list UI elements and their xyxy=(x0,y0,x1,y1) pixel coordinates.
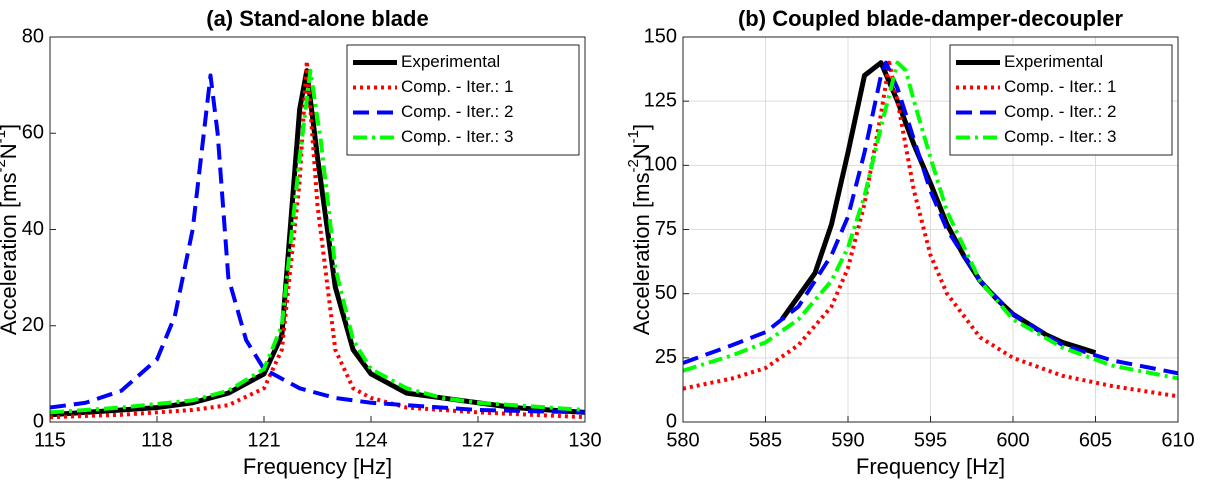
y-tick-label: 80 xyxy=(22,25,44,47)
y-axis-label-part: -1 xyxy=(0,130,9,143)
series-group xyxy=(50,59,585,420)
y-tick-label: 75 xyxy=(655,218,677,240)
legend-label: Comp. - Iter.: 2 xyxy=(1004,102,1116,121)
y-axis-label: Acceleration [ms-2N-1] xyxy=(0,124,21,335)
x-tick-label: 580 xyxy=(666,429,699,451)
x-tick-label: 130 xyxy=(568,429,601,451)
y-tick-label: 100 xyxy=(644,154,677,176)
legend-label: Comp. - Iter.: 1 xyxy=(401,77,513,96)
y-axis-label-part: ] xyxy=(629,124,654,130)
x-tick-label: 585 xyxy=(749,429,782,451)
legend-label: Comp. - Iter.: 1 xyxy=(1004,77,1116,96)
y-axis-label-part: ] xyxy=(0,124,21,130)
y-tick-label: 150 xyxy=(644,25,677,47)
x-tick-label: 124 xyxy=(354,429,387,451)
y-tick-label: 60 xyxy=(22,122,44,144)
x-tick-label: 590 xyxy=(831,429,864,451)
x-tick-label: 595 xyxy=(914,429,947,451)
x-tick-label: 600 xyxy=(996,429,1029,451)
legend-label: Comp. - Iter.: 3 xyxy=(1004,127,1116,146)
y-axis-label-part: Acceleration [ms xyxy=(629,173,654,336)
y-axis-label-part: -2 xyxy=(625,159,642,172)
legend-label: Experimental xyxy=(1004,52,1103,71)
series-line xyxy=(779,60,1097,356)
chart-title: (b) Coupled blade-damper-decoupler xyxy=(738,6,1123,31)
series-line xyxy=(683,60,1178,376)
axes-box xyxy=(49,36,586,423)
x-tick-label: 610 xyxy=(1161,429,1194,451)
y-axis-label-part: -2 xyxy=(0,159,9,172)
series-line xyxy=(50,68,585,415)
x-tick-label: 127 xyxy=(461,429,494,451)
x-tick-label: 118 xyxy=(141,429,173,451)
y-axis-label-part: N xyxy=(0,143,21,159)
legend-label: Comp. - Iter.: 3 xyxy=(401,127,513,146)
y-tick-label: 0 xyxy=(33,410,44,432)
series-line xyxy=(50,59,585,420)
x-axis-label: Frequency [Hz] xyxy=(856,454,1005,479)
x-axis-label: Frequency [Hz] xyxy=(243,454,392,479)
y-tick-label: 50 xyxy=(655,282,677,304)
series-line xyxy=(50,73,585,415)
x-tick-label: 115 xyxy=(34,429,66,451)
y-tick-label: 40 xyxy=(22,218,44,240)
legend-label: Experimental xyxy=(401,52,500,71)
x-tick-label: 605 xyxy=(1079,429,1112,451)
legend-label: Comp. - Iter.: 2 xyxy=(401,102,513,121)
series-group xyxy=(683,60,1178,399)
y-axis-label-part: Acceleration [ms xyxy=(0,173,21,336)
y-tick-label: 25 xyxy=(655,346,677,368)
y-tick-label: 125 xyxy=(644,89,677,111)
y-axis-label: Acceleration [ms-2N-1] xyxy=(625,124,653,335)
y-axis-label-part: N xyxy=(629,143,654,159)
y-tick-label: 20 xyxy=(22,314,44,336)
axes-box xyxy=(682,36,1179,423)
chart-title: (a) Stand-alone blade xyxy=(206,6,428,31)
y-axis-label-part: -1 xyxy=(625,130,642,143)
series-line xyxy=(683,60,1178,381)
y-tick-label: 0 xyxy=(666,410,677,432)
x-tick-label: 121 xyxy=(247,429,280,451)
